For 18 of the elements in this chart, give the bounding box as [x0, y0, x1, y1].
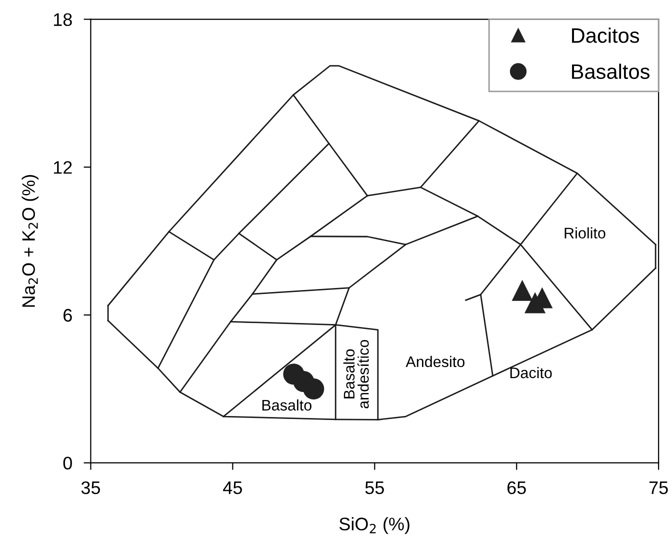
x-tick-label: 75 [649, 482, 668, 494]
x-axis-title: SiO$_{2}$ (%) [339, 517, 410, 534]
annotation: Basalto andesítico [343, 340, 369, 408]
annotation: Dacito [510, 367, 552, 378]
y-tick-label: 6 [64, 308, 72, 322]
x-tick-label: 65 [507, 481, 526, 494]
x-tick-label: 45 [223, 482, 242, 494]
x-tick-label: 55 [365, 482, 384, 494]
annotation: Basalto [262, 399, 312, 411]
legend-label: Basaltos [572, 64, 650, 80]
y-tick-label: 0 [63, 456, 72, 470]
y-tick-label: 18 [54, 13, 72, 26]
annotation: Riolito [564, 227, 606, 239]
y-tick-label: 12 [54, 161, 72, 174]
annotation: Andesito [406, 356, 464, 368]
legend-label: Dacitos [572, 28, 640, 43]
x-tick-label: 35 [81, 481, 100, 494]
y-axis-title: Na$_{2}$O + K$_{2}$O (%) [22, 175, 39, 307]
